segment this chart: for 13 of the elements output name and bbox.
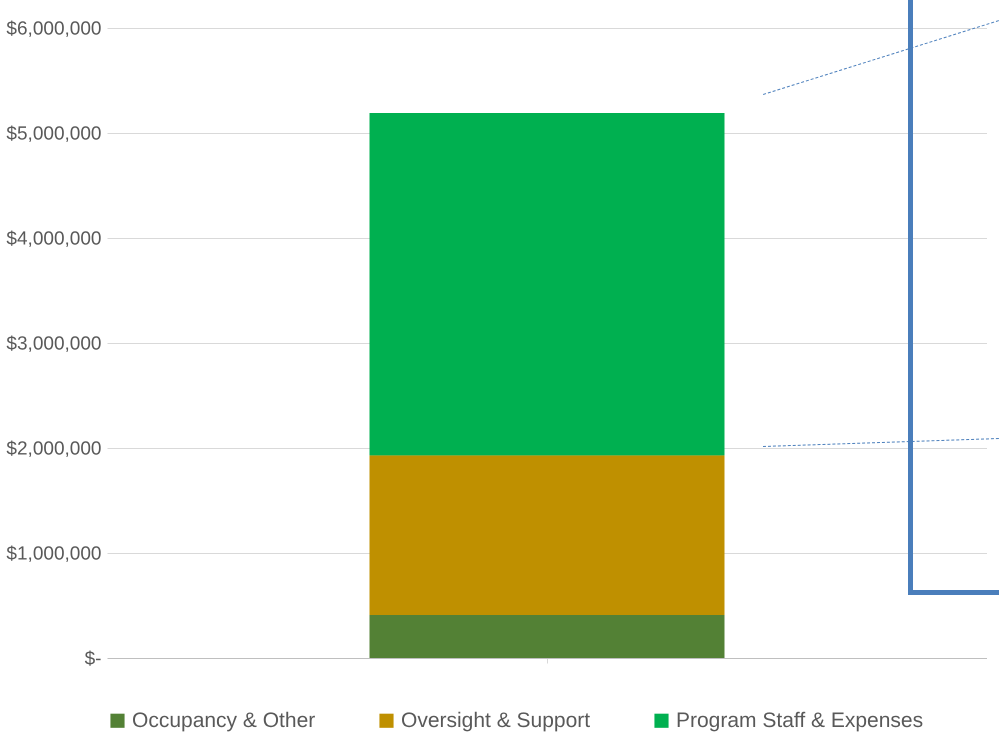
legend-label: Program Staff & Expenses [676, 708, 924, 732]
y-tick-label: $2,000,000 [6, 438, 102, 460]
y-tick-label: $4,000,000 [6, 228, 102, 250]
y-tick-label: $- [84, 648, 102, 670]
y-tick-label: $5,000,000 [6, 124, 102, 144]
legend-label: Oversight & Support [401, 708, 590, 732]
y-tick-label: $1,000,000 [6, 544, 102, 564]
bar [370, 614, 724, 658]
bar [370, 113, 724, 456]
legend-label: Occupancy & Other [132, 708, 316, 732]
y-tick-label: $6,000,000 [6, 18, 102, 40]
bar [370, 455, 724, 615]
y-tick-label: $3,000,000 [6, 334, 102, 354]
